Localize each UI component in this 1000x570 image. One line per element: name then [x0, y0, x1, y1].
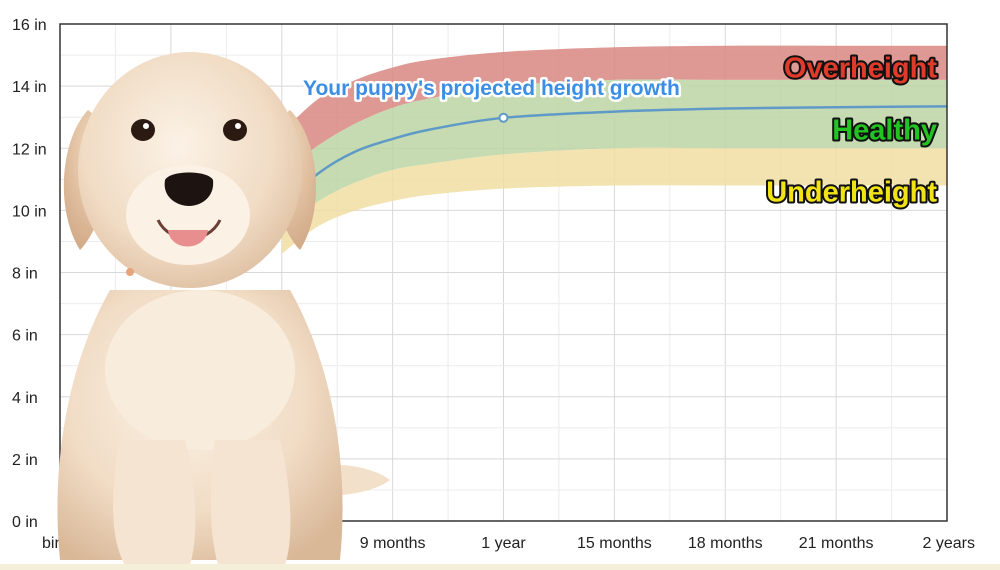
x-tick-label: 18 months	[688, 535, 763, 552]
bottom-strip	[0, 564, 1000, 570]
x-tick-label: 15 months	[577, 535, 652, 552]
puppy-muzzle	[126, 165, 250, 265]
x-tick-label: 2 years	[923, 535, 975, 552]
band-label-underheight: Underheight	[766, 177, 937, 209]
band-labels: Overheight Healthy Underheight	[764, 50, 939, 210]
y-tick-label: 14 in	[12, 79, 47, 96]
puppy-photo	[57, 52, 390, 565]
growth-series	[280, 105, 948, 209]
band-label-overheight: Overheight	[784, 52, 937, 84]
height-bands	[281, 45, 947, 254]
y-tick-label: 10 in	[12, 203, 47, 220]
x-tick-label: 1 year	[481, 535, 526, 552]
y-tick-label: 4 in	[12, 390, 38, 407]
y-axis-ticks: 0 in 2 in 4 in 6 in 8 in 10 in 12 in 14 in 16 in	[12, 17, 47, 531]
y-tick-label: 6 in	[12, 328, 38, 345]
puppy-tongue	[168, 230, 208, 247]
plot-border	[59, 23, 948, 522]
y-tick-label: 0 in	[12, 514, 38, 531]
band-underheight	[281, 147, 947, 254]
puppy-right-eye	[223, 119, 247, 141]
series-label: Your puppy's projected height growth	[303, 77, 680, 100]
band-healthy	[281, 79, 947, 230]
puppy-chest	[105, 290, 295, 450]
y-tick-label: 8 in	[12, 266, 38, 283]
growth-marker	[498, 112, 509, 123]
y-tick-label: 2 in	[12, 452, 38, 469]
x-tick-label: 9 months	[360, 535, 426, 552]
y-tick-label: 16 in	[12, 17, 47, 34]
puppy-left-eye	[131, 119, 155, 141]
puppy-right-leg	[210, 440, 291, 565]
series-labels: Your puppy's projected height growth	[301, 75, 683, 103]
x-tick-label: 21 months	[799, 535, 874, 552]
puppy-left-leg	[113, 440, 196, 565]
y-tick-label: 12 in	[12, 141, 47, 158]
band-label-healthy: Healthy	[832, 115, 937, 147]
puppy-nose	[164, 172, 214, 206]
band-overheight	[281, 45, 947, 174]
